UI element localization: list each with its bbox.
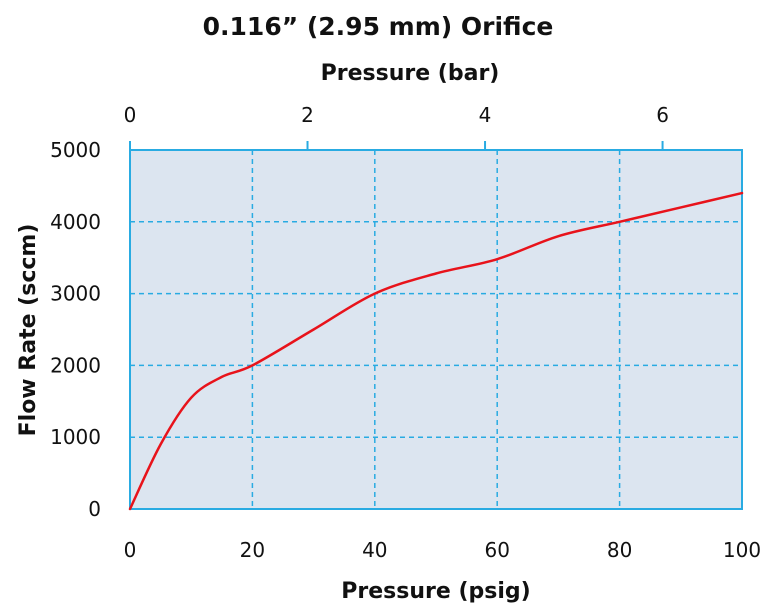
- y-tick-label: 2000: [50, 353, 101, 377]
- x-tick-label: 40: [362, 538, 387, 562]
- y-tick-label: 0: [88, 497, 101, 521]
- x-tick-label: 80: [607, 538, 632, 562]
- plot-border: [129, 149, 743, 510]
- x-tick-label: 60: [484, 538, 509, 562]
- flow-rate-line: [128, 191, 744, 511]
- x2-tick-label: 6: [656, 103, 669, 127]
- y-tick-label: 5000: [50, 138, 101, 162]
- y-axis-label: Flow Rate (sccm): [16, 224, 41, 437]
- x-tick-label: 0: [124, 538, 137, 562]
- top-axis-label: Pressure (bar): [321, 61, 500, 86]
- x-tick-label: 20: [240, 538, 265, 562]
- plot-background: [130, 150, 742, 509]
- x2-tick-label: 4: [479, 103, 492, 127]
- y-tick-label: 4000: [50, 210, 101, 234]
- y-tick-label: 1000: [50, 425, 101, 449]
- x-tick-label: 100: [723, 538, 761, 562]
- x2-tick-label: 2: [301, 103, 314, 127]
- y-tick-label: 3000: [50, 282, 101, 306]
- x2-tick-label: 0: [124, 103, 137, 127]
- x-axis-label: Pressure (psig): [341, 579, 530, 604]
- chart-title: 0.116” (2.95 mm) Orifice: [203, 12, 554, 41]
